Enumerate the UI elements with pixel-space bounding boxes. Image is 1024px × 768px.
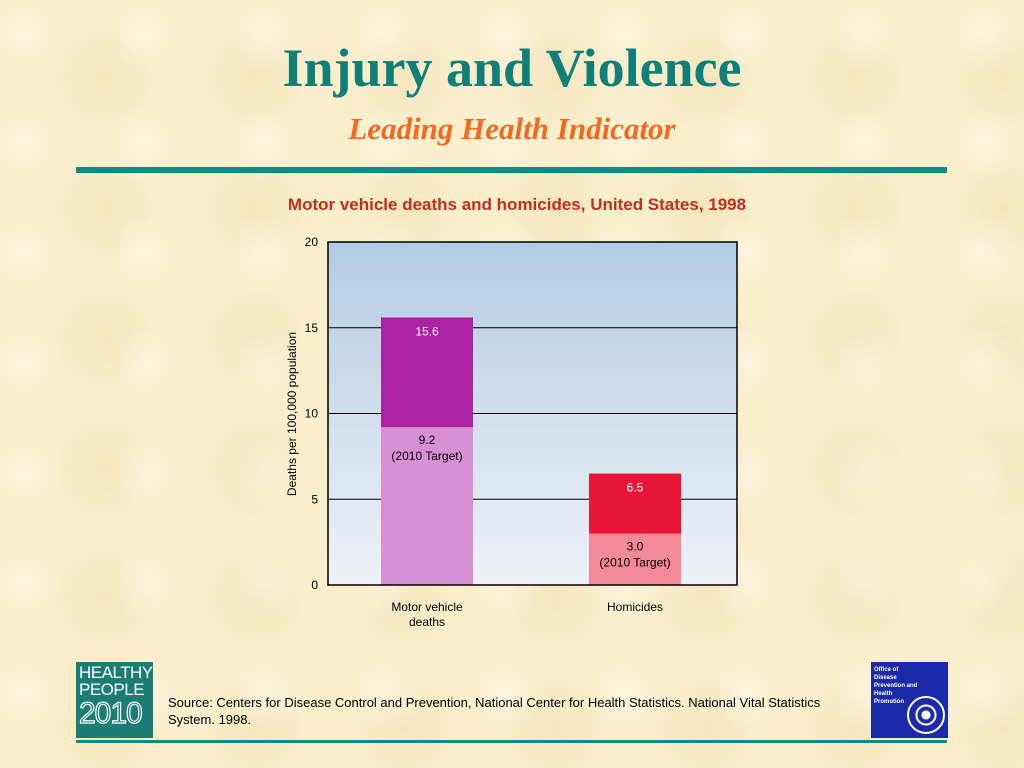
top-divider (76, 167, 947, 173)
bottom-divider (76, 740, 947, 743)
logo-text-line: 2010 (78, 697, 143, 730)
bar-target-segment (589, 533, 681, 585)
logo-text-line: Office of (874, 667, 899, 673)
slide-subtitle: Leading Health Indicator (348, 111, 676, 146)
y-tick-label: 20 (305, 235, 319, 249)
x-category-label: Homicides (607, 600, 663, 614)
y-tick-label: 10 (305, 407, 319, 421)
bars: 15.6 9.2 (2010 Target) 6.5 3.0 (2010 Target) (381, 317, 681, 585)
bar-actual-segment (381, 317, 473, 428)
x-category-label: deaths (409, 615, 445, 629)
chart-title: Motor vehicle deaths and homicides, Unit… (287, 195, 747, 214)
seal-icon (907, 696, 945, 734)
logo-text-line: Disease (874, 675, 897, 681)
healthy-people-2010-logo: HEALTHY PEOPLE 2010 (76, 662, 153, 738)
x-category-label: Motor vehicle (391, 600, 463, 614)
y-ticks: 0 5 10 15 20 (305, 235, 319, 592)
bar-actual-segment (589, 473, 681, 534)
bar-value-label: 15.6 (415, 324, 439, 338)
bar-value-label: 6.5 (627, 481, 644, 495)
bar-target-segment (381, 427, 473, 585)
bar-target-label: 3.0 (627, 540, 644, 554)
y-tick-label: 5 (311, 492, 318, 506)
y-tick-label: 0 (311, 578, 318, 592)
logo-text-line: Promotion (874, 699, 904, 705)
logo-text-line: PEOPLE (79, 680, 145, 699)
bar-target-label: (2010 Target) (391, 449, 462, 463)
odphp-seal-logo: Office of Disease Prevention and Health … (871, 662, 948, 738)
bar-target-label: 9.2 (419, 433, 436, 447)
slide-title: Injury and Violence (282, 38, 742, 98)
y-tick-label: 15 (305, 321, 319, 335)
y-axis-label: Deaths per 100,000 population (285, 332, 299, 496)
source-note: Source: Centers for Disease Control and … (168, 695, 821, 727)
plot-frame (327, 241, 738, 586)
logo-text-line: Health (874, 691, 893, 697)
logo-text-line: HEALTHY (79, 663, 153, 682)
bar-target-label: (2010 Target) (599, 556, 670, 570)
logo-text-line: Prevention and (874, 683, 918, 689)
